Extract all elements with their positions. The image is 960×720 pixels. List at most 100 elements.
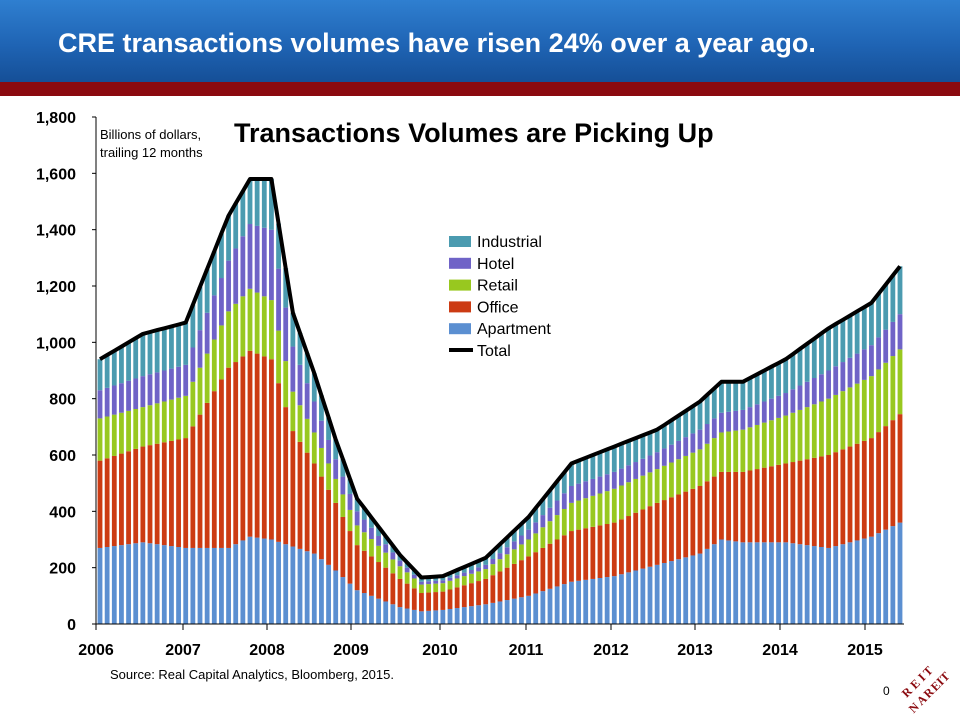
header-stripe [0,82,960,96]
bar-office-14 [197,414,203,548]
bar-office-30 [311,463,317,554]
bar-apartment-1 [104,547,110,624]
bar-hotel-11 [176,366,181,398]
bar-apartment-82 [683,557,689,624]
bar-office-27 [290,431,296,547]
unit-note: Billions of dollars, trailing 12 months [100,126,203,162]
bar-industrial-101 [819,333,824,375]
bar-apartment-2 [111,546,117,624]
bar-apartment-12 [183,547,189,624]
bar-retail-13 [190,381,196,427]
legend-label-retail: Retail [477,278,518,295]
bar-hotel-41 [390,552,396,560]
bar-industrial-68 [583,457,589,482]
bar-office-48 [440,591,446,610]
bar-retail-2 [111,414,117,456]
bar-office-6 [140,446,146,543]
bar-hotel-89 [733,410,739,431]
bar-retail-6 [140,407,146,447]
bar-hotel-63 [547,507,553,522]
bar-apartment-34 [340,577,346,624]
bar-retail-107 [861,379,867,441]
y-tick-label: 1,000 [36,335,76,352]
bar-industrial-63 [547,490,553,508]
bar-retail-44 [411,578,417,589]
bar-office-85 [704,481,710,549]
bar-hotel-19 [233,248,239,304]
bar-apartment-37 [361,593,367,624]
bar-hotel-47 [433,580,439,584]
bar-apartment-4 [126,544,131,624]
bar-apartment-92 [754,542,760,624]
bar-hotel-31 [319,420,324,448]
bar-hotel-2 [111,385,117,415]
bar-hotel-24 [269,229,274,301]
bar-apartment-46 [426,610,431,624]
bar-apartment-32 [326,564,331,624]
bar-hotel-83 [690,433,696,453]
bar-office-57 [504,567,510,601]
bar-apartment-97 [790,543,796,624]
bar-office-88 [726,471,731,541]
bar-retail-112 [897,349,903,415]
legend-swatch-retail [449,279,471,291]
bar-retail-37 [361,532,367,551]
bar-industrial-97 [790,354,796,390]
bar-apartment-103 [833,546,839,624]
x-tick-label: 2013 [677,642,713,659]
y-tick-label: 1,600 [36,166,76,183]
bar-industrial-56 [497,544,503,554]
bar-industrial-107 [861,307,867,350]
bar-apartment-35 [347,583,353,624]
bar-apartment-110 [883,529,889,624]
bar-office-29 [304,452,310,552]
bar-hotel-95 [776,395,781,418]
bar-office-54 [483,578,489,605]
bar-hotel-42 [397,560,403,567]
x-tick-label: 2014 [762,642,798,659]
bar-hotel-50 [454,575,460,579]
bar-office-101 [819,456,824,548]
bar-apartment-78 [654,564,660,624]
bar-apartment-79 [661,562,667,624]
bar-apartment-31 [319,559,324,624]
bar-office-34 [340,516,346,578]
bar-retail-57 [504,554,510,568]
bar-apartment-68 [583,579,589,624]
bar-hotel-68 [583,481,589,499]
bar-retail-22 [254,292,260,354]
bar-industrial-84 [697,401,703,430]
bar-apartment-76 [640,568,646,624]
header-banner: CRE transactions volumes have risen 24% … [0,0,960,82]
bar-office-74 [626,516,631,573]
bar-apartment-104 [840,544,846,624]
bar-office-31 [319,476,324,560]
bar-apartment-69 [590,578,596,624]
bar-retail-39 [376,545,381,563]
bar-retail-106 [854,383,860,444]
bar-apartment-47 [433,610,439,624]
bar-industrial-14 [197,286,203,331]
bar-retail-12 [183,395,189,439]
bar-retail-77 [647,472,653,507]
bar-hotel-56 [497,553,503,560]
bar-hotel-54 [483,564,489,570]
bar-industrial-62 [540,499,546,516]
bar-office-59 [519,560,524,598]
bar-industrial-33 [333,439,339,460]
bar-apartment-67 [576,580,581,624]
bar-hotel-17 [219,278,224,326]
bar-hotel-88 [726,411,731,432]
bar-industrial-22 [254,178,260,226]
bar-apartment-72 [611,576,617,624]
bar-apartment-62 [540,591,546,624]
bar-retail-102 [826,398,831,455]
bar-apartment-88 [726,540,731,624]
bar-office-99 [804,459,810,546]
bar-retail-21 [247,288,253,351]
bar-office-104 [840,449,846,545]
bar-hotel-40 [383,544,389,553]
bar-industrial-98 [797,348,803,386]
bar-retail-33 [333,478,339,503]
bar-retail-69 [590,495,596,527]
